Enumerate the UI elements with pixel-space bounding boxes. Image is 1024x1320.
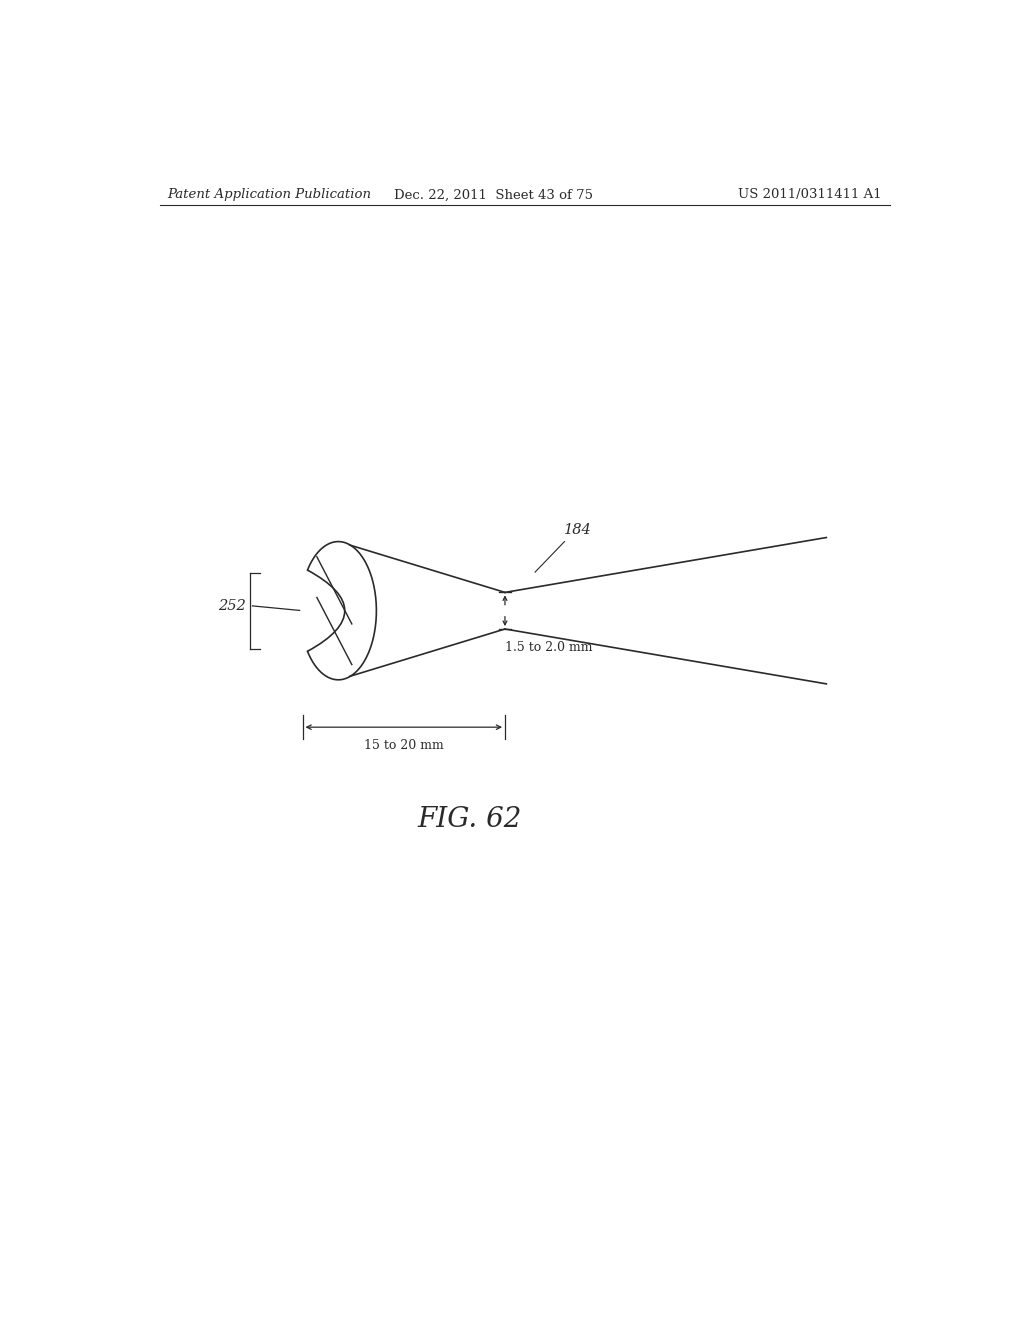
Text: FIG. 62: FIG. 62 [417, 805, 521, 833]
Text: Patent Application Publication: Patent Application Publication [168, 189, 372, 202]
Text: 184: 184 [564, 523, 592, 536]
Text: US 2011/0311411 A1: US 2011/0311411 A1 [738, 189, 882, 202]
Text: Dec. 22, 2011  Sheet 43 of 75: Dec. 22, 2011 Sheet 43 of 75 [393, 189, 593, 202]
Text: 252: 252 [218, 598, 246, 612]
Text: 15 to 20 mm: 15 to 20 mm [364, 739, 443, 752]
Text: 1.5 to 2.0 mm: 1.5 to 2.0 mm [505, 642, 592, 655]
